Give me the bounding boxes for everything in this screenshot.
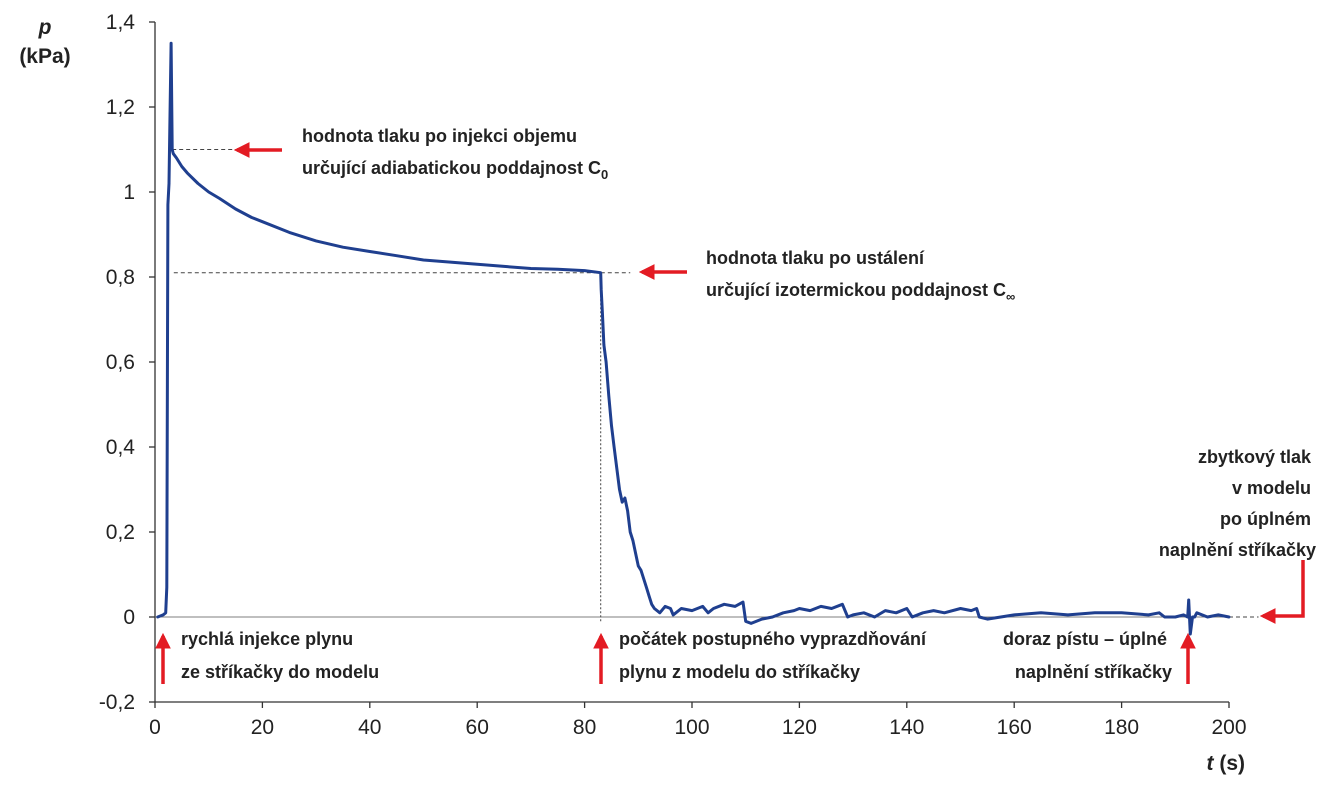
- y-tick-label: 1,4: [106, 11, 136, 34]
- annotation-isothermal-line-1: hodnota tlaku po ustálení: [706, 248, 925, 268]
- annotation-adiabatic: hodnota tlaku po injekci objemu určující…: [302, 126, 608, 182]
- y-tick-label: 0,2: [106, 521, 135, 544]
- y-tick-label: 0,8: [106, 266, 135, 289]
- annotation-residual-line-3: po úplném: [1220, 509, 1311, 529]
- x-axis-symbol: t: [1206, 752, 1214, 775]
- y-tick-label: 0,4: [106, 436, 136, 459]
- x-tick-label: 140: [889, 716, 924, 739]
- annotation-adiabatic-subscript: 0: [601, 167, 608, 182]
- annotation-stop-line-1: doraz pístu – úplné: [1003, 629, 1167, 649]
- x-tick-label: 20: [251, 716, 274, 739]
- x-axis-label: t (s): [1206, 752, 1245, 775]
- y-tick-label: 0,6: [106, 351, 135, 374]
- annotation-injection-line-2: ze stříkačky do modelu: [181, 662, 379, 682]
- annotation-isothermal-line-2: určující izotermickou poddajnost C∞: [706, 280, 1015, 304]
- annotation-residual-line-1: zbytkový tlak: [1198, 447, 1312, 467]
- annotation-stop-line-2: naplnění stříkačky: [1015, 662, 1172, 682]
- annotation-adiabatic-line-2: určující adiabatickou poddajnost C0: [302, 158, 608, 182]
- x-axis-unit: (s): [1219, 752, 1245, 775]
- x-tick-label: 120: [782, 716, 817, 739]
- pressure-series-line: [156, 41, 1231, 636]
- y-tick-label: 1: [123, 181, 135, 204]
- series-layer: [156, 41, 1231, 636]
- y-tick-label: 0: [123, 606, 135, 629]
- y-axis-symbol: p: [38, 16, 52, 39]
- x-tick-label: 60: [466, 716, 489, 739]
- x-tick-label: 40: [358, 716, 381, 739]
- annotation-injection-line-1: rychlá injekce plynu: [181, 629, 353, 649]
- y-axis-ticks: -0,2 0 0,2 0,4 0,6 0,8 1 1,2 1,4: [99, 11, 155, 714]
- y-tick-label: 1,2: [106, 96, 135, 119]
- arrow-residual: [1259, 560, 1305, 624]
- x-tick-label: 0: [149, 716, 161, 739]
- y-axis-unit: (kPa): [19, 45, 70, 68]
- annotation-isothermal-subscript: ∞: [1006, 289, 1015, 304]
- x-tick-label: 180: [1104, 716, 1139, 739]
- annotation-residual-line-2: v modelu: [1232, 478, 1311, 498]
- annotation-adiabatic-line-2-text: určující adiabatickou poddajnost C: [302, 158, 601, 178]
- annotation-stop: doraz pístu – úplné naplnění stříkačky: [1003, 629, 1172, 682]
- x-tick-label: 160: [997, 716, 1032, 739]
- annotation-emptying-line-1: počátek postupného vyprazdňování: [619, 629, 927, 649]
- reference-lines: [155, 149, 1259, 622]
- annotation-injection: rychlá injekce plynu ze stříkačky do mod…: [181, 629, 379, 682]
- annotation-isothermal: hodnota tlaku po ustálení určující izote…: [706, 248, 1015, 304]
- y-tick-label: -0,2: [99, 691, 135, 714]
- x-axis-ticks: 0 20 40 60 80 100 120 140 160 180 200: [149, 702, 1247, 739]
- annotation-residual: zbytkový tlak v modelu po úplném naplněn…: [1159, 447, 1316, 560]
- annotation-emptying-line-2: plynu z modelu do stříkačky: [619, 662, 860, 682]
- x-tick-label: 200: [1211, 716, 1246, 739]
- x-tick-label: 100: [674, 716, 709, 739]
- x-tick-label: 80: [573, 716, 596, 739]
- annotation-emptying: počátek postupného vyprazdňování plynu z…: [619, 629, 931, 682]
- annotation-residual-line-4: naplnění stříkačky: [1159, 540, 1316, 560]
- annotation-isothermal-line-2-text: určující izotermickou poddajnost C: [706, 280, 1006, 300]
- annotation-adiabatic-line-1: hodnota tlaku po injekci objemu: [302, 126, 577, 146]
